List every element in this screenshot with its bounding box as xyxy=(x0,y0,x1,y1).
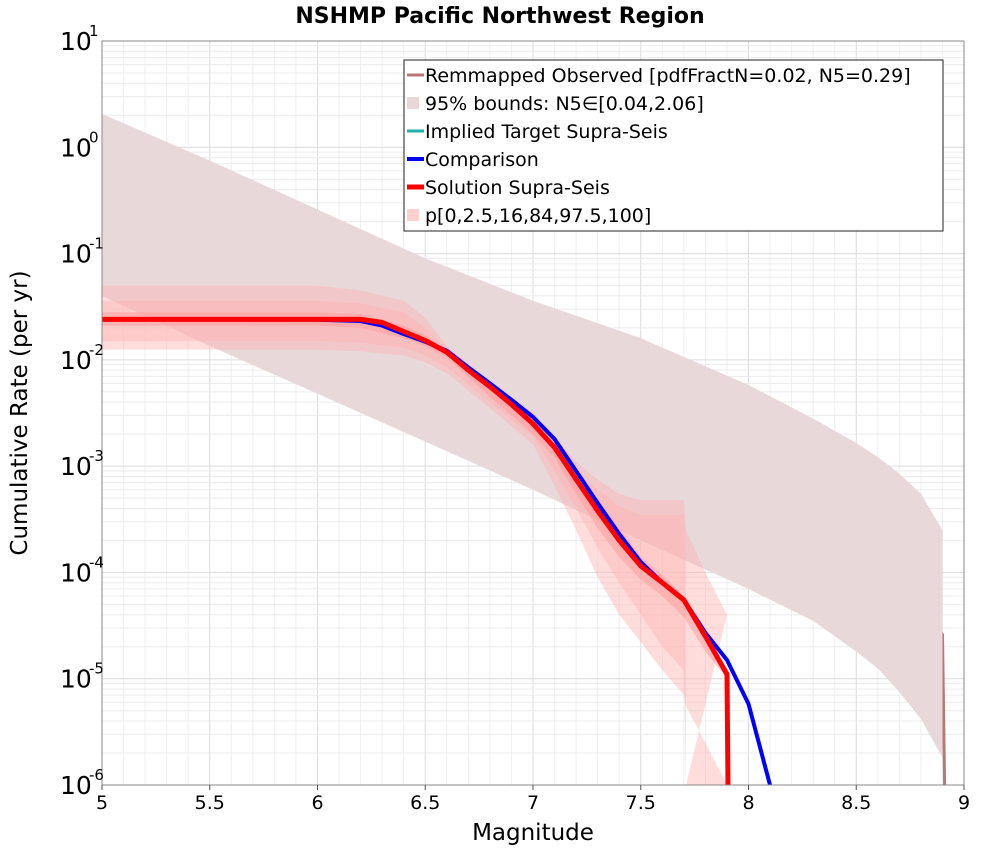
plot-area xyxy=(101,113,947,786)
x-tick-label: 5 xyxy=(96,792,108,814)
y-tick-label-base: 10 xyxy=(60,346,92,375)
y-tick-label-base: 10 xyxy=(60,771,92,800)
y-tick-label-exponent: -2 xyxy=(89,341,104,359)
y-tick-label-base: 10 xyxy=(60,133,92,162)
x-tick-label: 5.5 xyxy=(195,792,225,814)
legend: Remmapped Observed [pdfFractN=0.02, N5=0… xyxy=(403,59,944,232)
y-tick-label-exponent: -3 xyxy=(89,447,104,465)
y-tick-label-exponent: -4 xyxy=(89,553,104,571)
x-tick-label: 6 xyxy=(311,792,323,814)
legend-label: Comparison xyxy=(425,149,539,171)
series-line-6 xyxy=(102,316,731,786)
x-axis: 5 5.5 6 6.5 7 7.5 8 8.5 9 xyxy=(96,785,970,814)
y-axis-label: Cumulative Rate (per yr) xyxy=(7,270,33,555)
band-1 xyxy=(102,113,943,758)
legend-box xyxy=(403,59,944,232)
y-tick-label-base: 10 xyxy=(60,558,92,587)
y-tick-label-base: 10 xyxy=(60,240,92,269)
legend-label: p[0,2.5,16,84,97.5,100] xyxy=(425,205,651,227)
legend-swatch xyxy=(407,209,419,221)
legend-label: 95% bounds: N5∈[0.04,2.06] xyxy=(425,93,704,115)
x-tick-label: 7.5 xyxy=(626,792,656,814)
y-tick-label-exponent: -5 xyxy=(89,660,104,678)
y-tick-label-exponent: -6 xyxy=(89,766,104,784)
y-tick-label-base: 10 xyxy=(60,665,92,694)
legend-swatch xyxy=(407,97,419,109)
y-tick-label-base: 10 xyxy=(60,27,92,56)
legend-label: Implied Target Supra-Seis xyxy=(425,121,668,143)
chart-title: NSHMP Pacific Northwest Region xyxy=(295,4,704,29)
legend-label: Remmapped Observed [pdfFractN=0.02, N5=0… xyxy=(425,65,911,87)
y-tick-label-exponent: 0 xyxy=(89,128,99,146)
legend-label: Solution Supra-Seis xyxy=(425,177,610,199)
band-2 xyxy=(102,285,727,785)
y-tick-label-base: 10 xyxy=(60,452,92,481)
x-axis-label: Magnitude xyxy=(472,820,594,846)
x-tick-label: 8 xyxy=(742,792,754,814)
x-tick-label: 9 xyxy=(958,792,970,814)
y-tick-label-exponent: -1 xyxy=(89,235,104,253)
x-tick-label: 7 xyxy=(527,792,539,814)
x-tick-label: 8.5 xyxy=(841,792,871,814)
x-tick-label: 6.5 xyxy=(410,792,440,814)
y-tick-label-exponent: 1 xyxy=(89,22,99,40)
